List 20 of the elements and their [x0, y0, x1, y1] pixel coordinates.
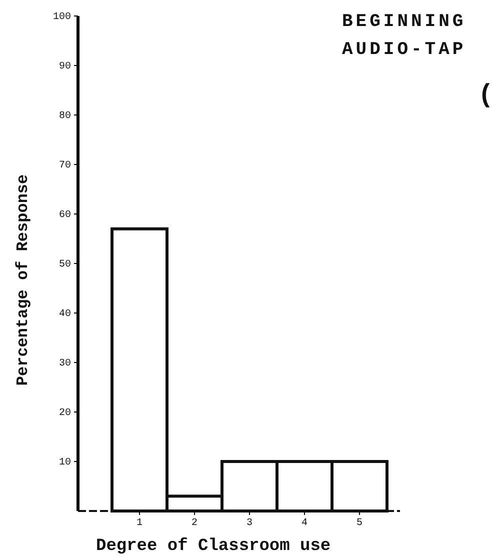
x-tick-label: 5 [356, 518, 363, 530]
text: ( [478, 80, 494, 110]
x-tick-label: 4 [301, 518, 308, 530]
y-axis-title: Percentage of Response [14, 174, 32, 386]
y-tick-label: 30 [58, 358, 71, 370]
y-tick-label: 40 [58, 309, 71, 320]
x-axis-title: Degree of Classroom use [96, 537, 331, 556]
chart-title: BEGINNING [342, 12, 466, 32]
y-tick-label: 20 [58, 408, 71, 420]
y-tick-label: 70 [58, 160, 71, 172]
y-tick-label: 60 [58, 210, 71, 222]
x-tick-label: 3 [246, 518, 253, 530]
y-tick-label: 100 [52, 12, 71, 24]
y-tick-label: 80 [58, 111, 71, 122]
y-tick-label: 50 [58, 260, 71, 271]
y-tick-label: 10 [58, 458, 71, 469]
y-tick-label: 90 [58, 62, 71, 73]
x-tick-label: 1 [136, 518, 143, 530]
x-tick-label: 2 [191, 518, 198, 530]
text: AUDIO-TAP [342, 40, 466, 60]
